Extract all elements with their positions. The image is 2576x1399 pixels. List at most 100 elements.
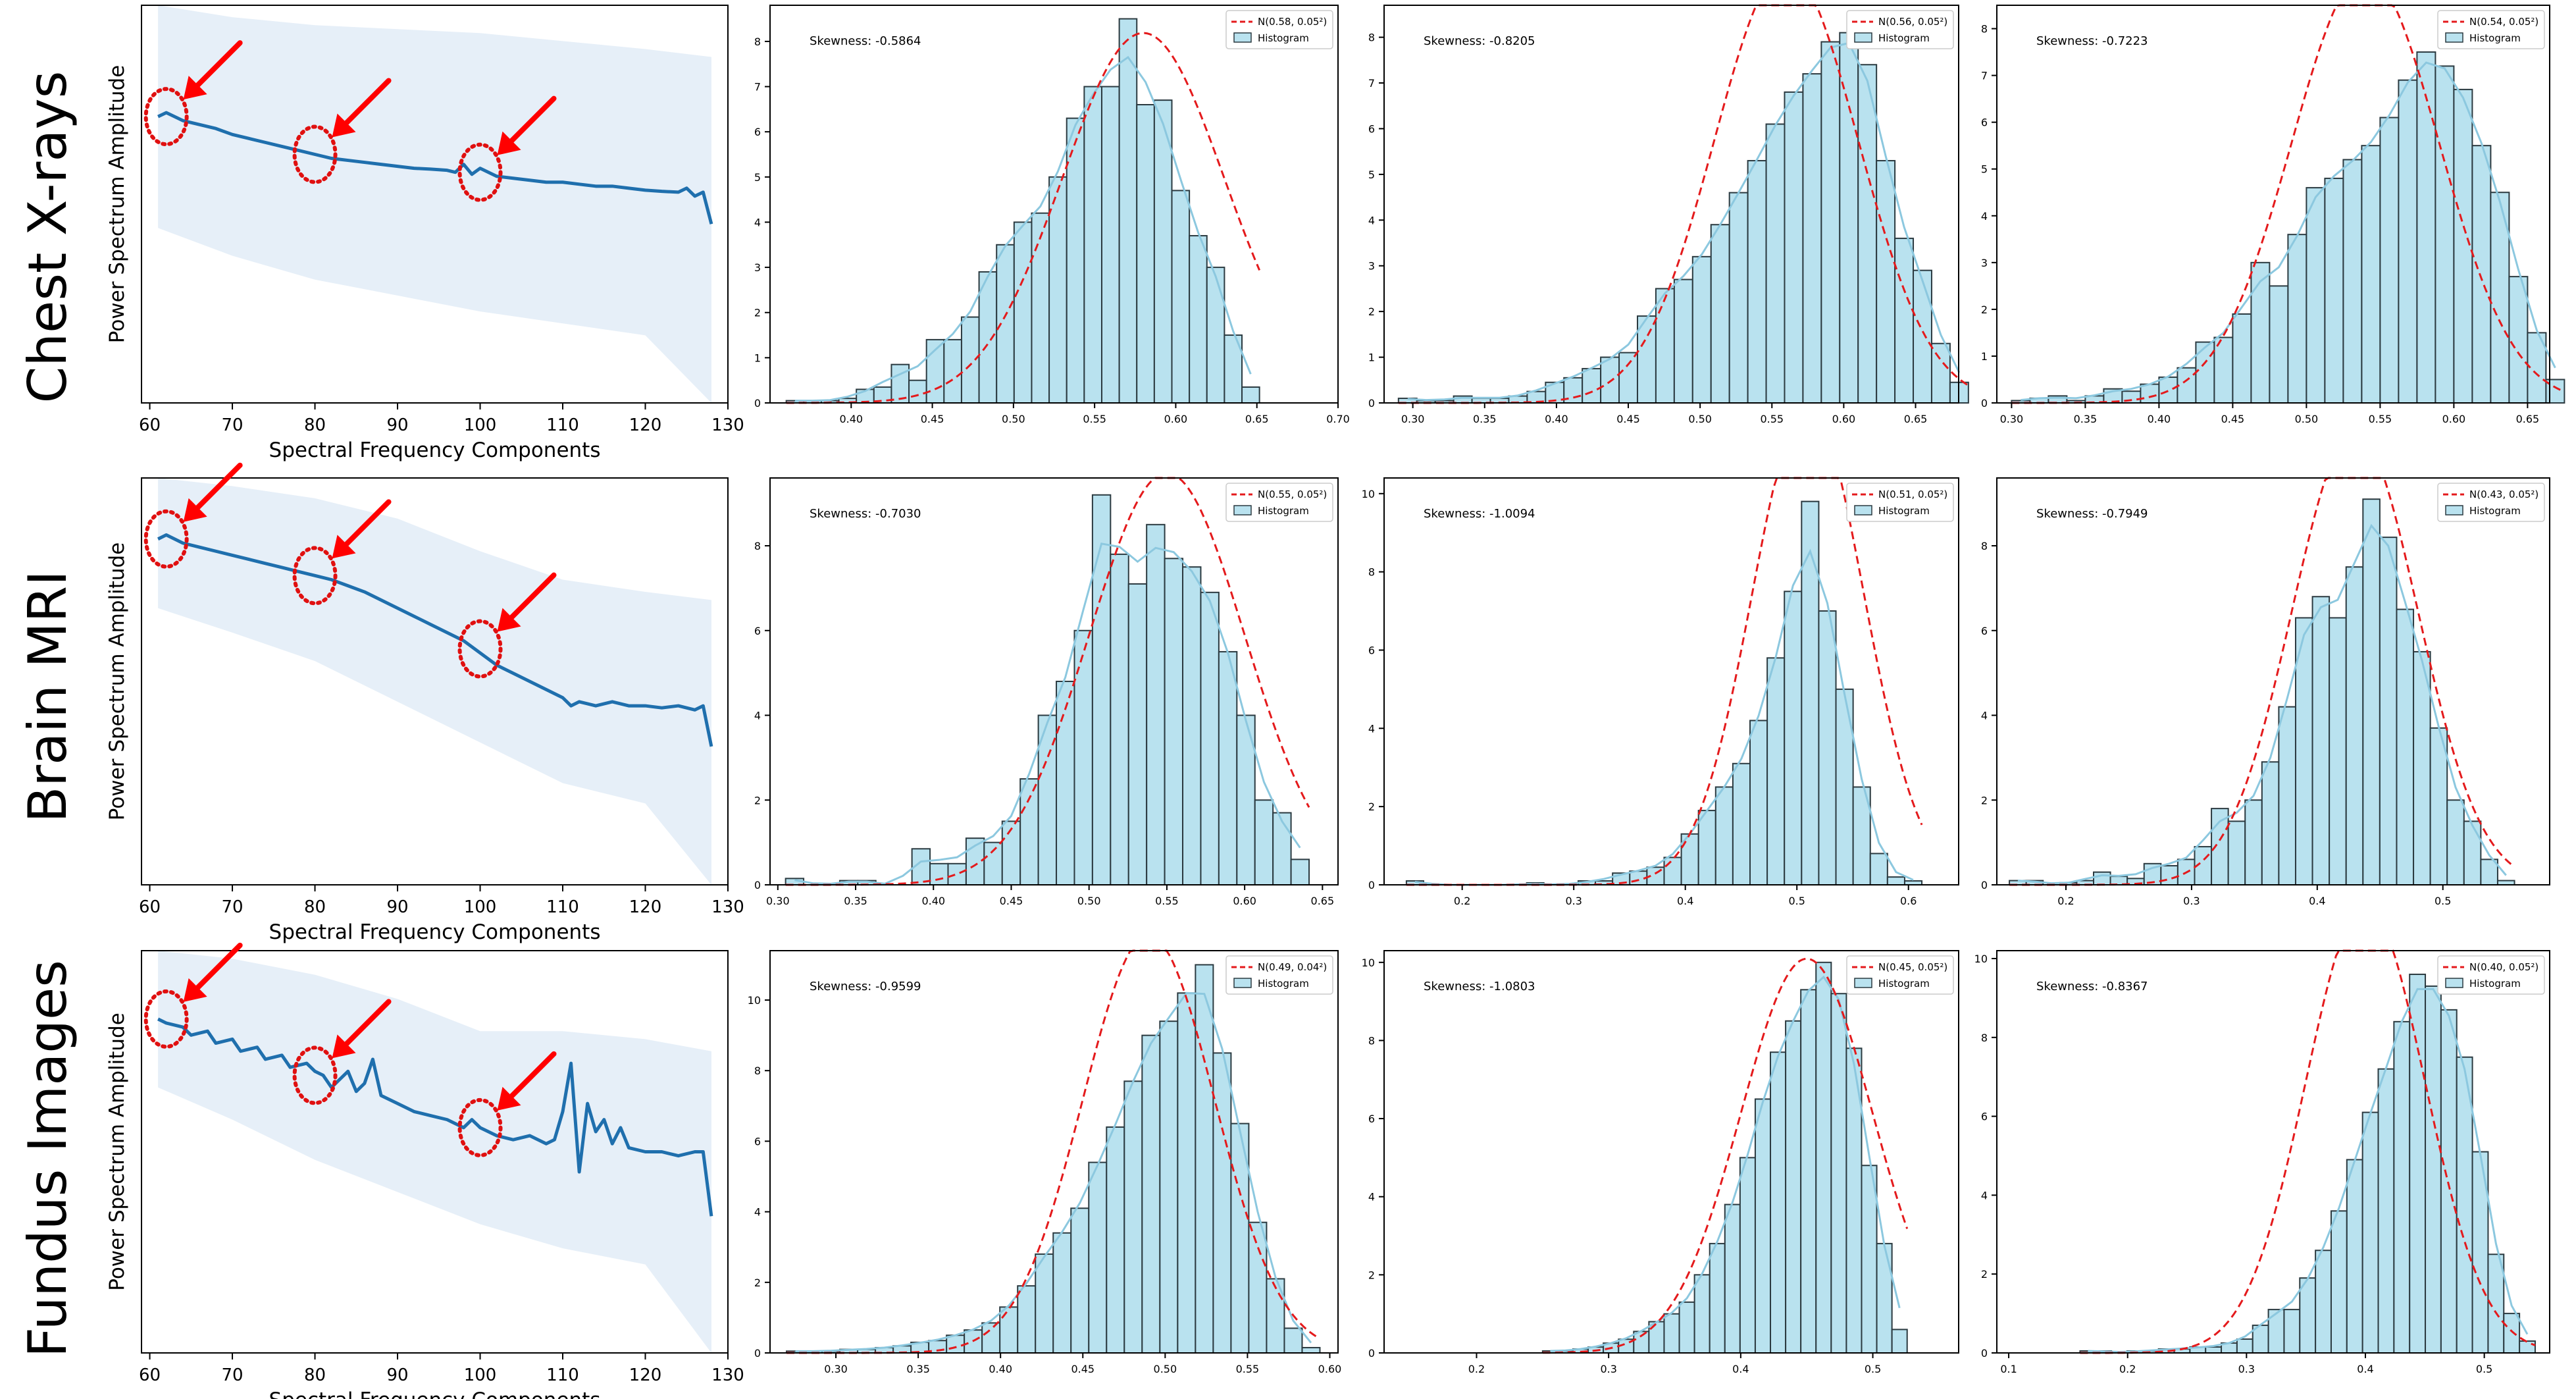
histogram-bar xyxy=(1693,1274,1711,1354)
histogram-bar xyxy=(1784,91,1804,404)
histogram-bar xyxy=(1088,1161,1108,1354)
y-tick-label: 0 xyxy=(754,879,761,891)
x-tick-label: 0.45 xyxy=(1000,895,1023,907)
histogram-bar xyxy=(1785,1020,1802,1354)
histogram-bar xyxy=(1815,961,1832,1354)
legend-histogram-swatch xyxy=(2445,32,2463,43)
histogram-bar xyxy=(1017,1285,1037,1354)
histogram-bar xyxy=(1913,269,1932,404)
histogram-bar xyxy=(1052,1232,1072,1354)
histogram-bar xyxy=(1732,762,1751,885)
histogram-bar xyxy=(2267,1309,2285,1354)
histogram-bar xyxy=(2205,1346,2223,1354)
histogram-bar xyxy=(1146,523,1166,885)
x-tick-label: 0.55 xyxy=(1760,413,1784,425)
histogram-bar xyxy=(1784,591,1803,885)
x-tick-label: 60 xyxy=(139,1365,161,1385)
legend-box xyxy=(1846,10,1954,49)
skewness-value: -0.7030 xyxy=(875,507,921,521)
histogram-panel-r2-c1: 0.30 0.35 0.40 0.45 0.50 0.55 0.60 0.65 0 2 4 6 8 Ske… xyxy=(754,477,1339,907)
spectrum-panel-2: 60 70 80 90 100 110 120 130 Spectral Frequency C… xyxy=(105,462,744,944)
y-tick-label: 3 xyxy=(1981,257,1988,269)
axes-frame xyxy=(1383,477,1959,885)
y-tick-label: 8 xyxy=(1368,1034,1375,1047)
x-axis-label: Spectral Frequency Components xyxy=(269,438,601,462)
histogram-bar xyxy=(947,862,967,885)
legend-normal-label: N(0.54, 0.05²) xyxy=(2469,16,2538,28)
x-tick-label: 60 xyxy=(139,415,161,435)
histogram-bar xyxy=(2413,650,2431,885)
histogram-bar xyxy=(1600,356,1620,404)
kde-curve xyxy=(2017,523,2507,885)
legend-normal-label: N(0.49, 0.04²) xyxy=(1258,961,1327,973)
x-tick-label: 80 xyxy=(304,1365,326,1385)
histogram-bar xyxy=(2362,498,2381,885)
x-tick-label: 0.40 xyxy=(1545,413,1568,425)
histogram-bar xyxy=(2232,313,2252,404)
histogram-bar xyxy=(2361,1111,2379,1354)
y-tick-label: 2 xyxy=(1368,1269,1375,1281)
legend-histogram-label: Histogram xyxy=(1878,32,1930,44)
legend-box xyxy=(1225,10,1333,49)
x-tick-label: 60 xyxy=(139,897,161,917)
y-tick-label: 1 xyxy=(1981,350,1988,363)
arrow-head-icon xyxy=(497,131,521,155)
x-tick-label: 130 xyxy=(711,897,744,917)
mean-line xyxy=(157,111,713,224)
histogram-bar xyxy=(2283,1309,2301,1354)
x-tick-label: 120 xyxy=(629,415,662,435)
skewness-value: -0.7223 xyxy=(2102,34,2148,48)
arrow-icon xyxy=(340,999,392,1051)
axes-frame xyxy=(1383,950,1959,1354)
histogram-bar xyxy=(1019,778,1039,885)
x-tick-label: 80 xyxy=(304,415,326,435)
x-tick-label: 0.50 xyxy=(1077,895,1101,907)
legend-normal-label: N(0.55, 0.05²) xyxy=(1258,488,1327,500)
legend-histogram-swatch xyxy=(1233,505,1252,515)
histogram-bar xyxy=(1272,812,1292,885)
histogram-bar xyxy=(2409,973,2427,1354)
arrow-icon xyxy=(191,462,243,514)
x-tick-label: 0.50 xyxy=(1688,413,1712,425)
histogram-bar xyxy=(1894,238,1915,404)
histogram-panel-r1-c2: 0.30 0.35 0.40 0.45 0.50 0.55 0.60 0.65 0 1 2 3 4 5 6 7… xyxy=(1368,4,1969,425)
x-tick-label: 0.55 xyxy=(1083,413,1106,425)
y-tick-label: 10 xyxy=(1362,957,1375,969)
x-tick-label: 0.5 xyxy=(1865,1363,1881,1375)
histogram-bar xyxy=(2160,865,2178,885)
skewness-prefix: Skewness: xyxy=(2036,34,2102,48)
std-band xyxy=(158,5,711,403)
arrow-icon xyxy=(505,95,557,147)
x-tick-label: 0.30 xyxy=(824,1363,848,1375)
histogram-bar xyxy=(1189,235,1208,404)
histogram-bar xyxy=(1001,820,1021,885)
x-tick-label: 0.2 xyxy=(1468,1363,1485,1375)
histogram-bar xyxy=(1714,786,1734,885)
x-axis-label: Spectral Frequency Components xyxy=(269,920,601,944)
legend-box xyxy=(1846,483,1954,522)
y-tick-label: 6 xyxy=(1981,117,1988,129)
histogram-bar xyxy=(2177,858,2196,885)
x-tick-label: 100 xyxy=(464,897,497,917)
histogram-bar xyxy=(1177,992,1197,1354)
highlight-circle xyxy=(292,1045,338,1105)
legend-box xyxy=(1225,483,1333,522)
arrow-icon xyxy=(340,78,392,130)
histogram-bar xyxy=(1655,288,1675,404)
y-tick-label: 4 xyxy=(1981,210,1988,223)
histogram-bar xyxy=(1290,858,1310,885)
y-tick-label: 0 xyxy=(1368,1347,1375,1359)
arrow-head-icon xyxy=(183,76,207,100)
legend-normal-label: N(0.56, 0.05²) xyxy=(1878,16,1947,28)
legend-box xyxy=(2437,483,2545,522)
x-tick-label: 0.50 xyxy=(1154,1363,1177,1375)
x-tick-label: 0.2 xyxy=(2057,895,2074,907)
histogram-bar xyxy=(2396,608,2415,885)
histogram-bar xyxy=(1035,1253,1054,1354)
std-band xyxy=(158,478,711,885)
histogram-bar xyxy=(1582,367,1602,404)
histogram-bar xyxy=(1802,73,1822,404)
skewness-annotation: Skewness: -0.9599 xyxy=(810,980,921,993)
histogram-bar xyxy=(1206,267,1225,404)
histogram-bar xyxy=(1123,1080,1143,1354)
